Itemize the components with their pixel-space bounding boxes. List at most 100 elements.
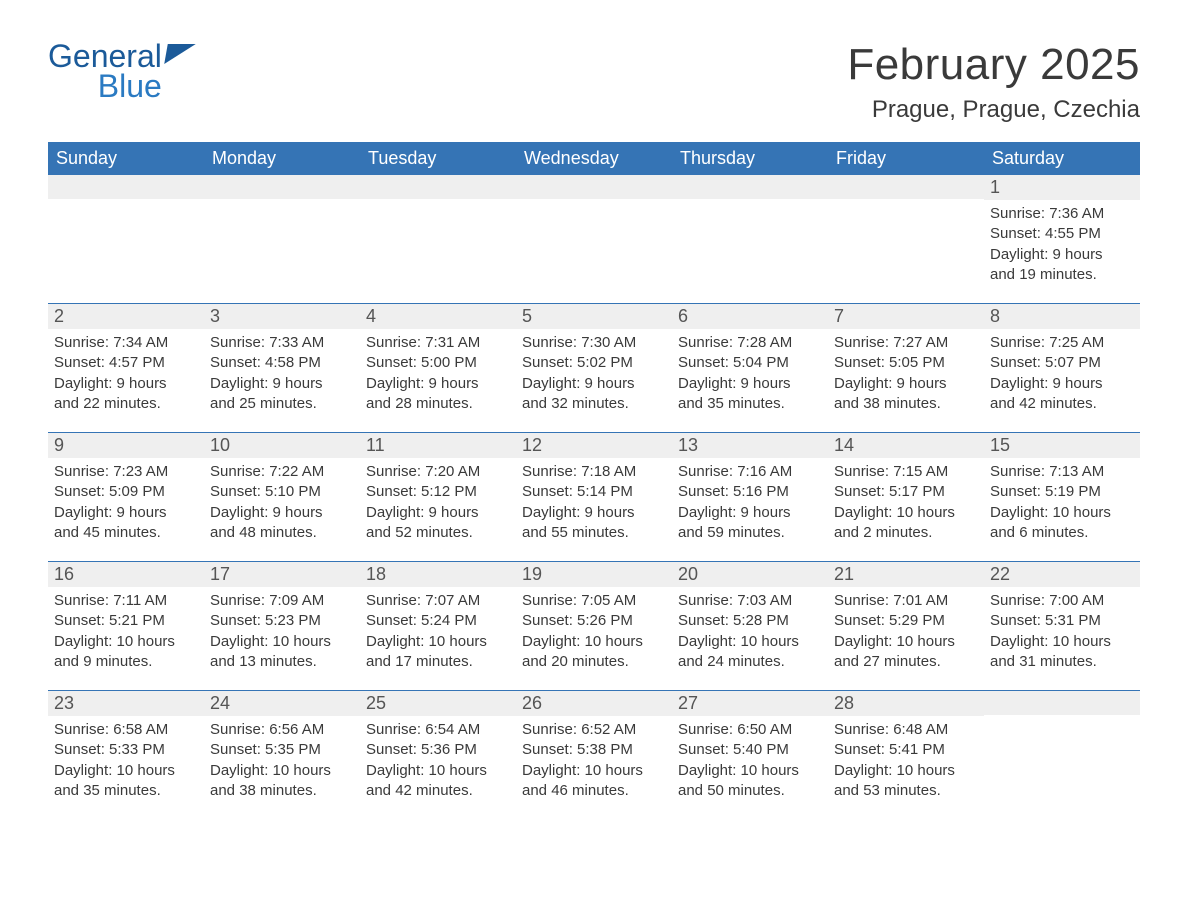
daylight-line-1: Daylight: 9 hours bbox=[54, 503, 198, 523]
cell-body: Sunrise: 7:05 AMSunset: 5:26 PMDaylight:… bbox=[516, 587, 672, 682]
daylight-line-1: Daylight: 10 hours bbox=[366, 632, 510, 652]
cell-body: Sunrise: 7:33 AMSunset: 4:58 PMDaylight:… bbox=[204, 329, 360, 424]
sunrise-line: Sunrise: 7:30 AM bbox=[522, 333, 666, 353]
calendar-cell: 8Sunrise: 7:25 AMSunset: 5:07 PMDaylight… bbox=[984, 304, 1140, 432]
sunrise-line: Sunrise: 7:03 AM bbox=[678, 591, 822, 611]
sunrise-line: Sunrise: 6:52 AM bbox=[522, 720, 666, 740]
daylight-line-1: Daylight: 9 hours bbox=[54, 374, 198, 394]
sunrise-line: Sunrise: 7:07 AM bbox=[366, 591, 510, 611]
sunset-line: Sunset: 5:14 PM bbox=[522, 482, 666, 502]
day-header-saturday: Saturday bbox=[984, 142, 1140, 175]
cell-body: Sunrise: 6:50 AMSunset: 5:40 PMDaylight:… bbox=[672, 716, 828, 811]
daylight-line-2: and 22 minutes. bbox=[54, 394, 198, 414]
sunset-line: Sunset: 5:41 PM bbox=[834, 740, 978, 760]
day-header-wednesday: Wednesday bbox=[516, 142, 672, 175]
day-number bbox=[360, 175, 516, 199]
calendar-cell: 15Sunrise: 7:13 AMSunset: 5:19 PMDayligh… bbox=[984, 433, 1140, 561]
daylight-line-1: Daylight: 9 hours bbox=[990, 374, 1134, 394]
calendar-cell: 18 Sunrise: 7:07 AMSunset: 5:24 PMDayligh… bbox=[360, 562, 516, 690]
calendar-cell: 28Sunrise: 6:48 AMSunset: 5:41 PMDayligh… bbox=[828, 691, 984, 819]
day-number: 23 bbox=[48, 691, 204, 716]
daylight-line-1: Daylight: 9 hours bbox=[366, 503, 510, 523]
day-number bbox=[828, 175, 984, 199]
daylight-line-1: Daylight: 9 hours bbox=[210, 374, 354, 394]
calendar-cell: 6Sunrise: 7:28 AMSunset: 5:04 PMDaylight… bbox=[672, 304, 828, 432]
sunset-line: Sunset: 5:24 PM bbox=[366, 611, 510, 631]
day-number: 20 bbox=[672, 562, 828, 587]
logo-triangle-icon bbox=[164, 44, 196, 64]
sunset-line: Sunset: 5:02 PM bbox=[522, 353, 666, 373]
calendar-cell-empty bbox=[828, 175, 984, 303]
daylight-line-2: and 2 minutes. bbox=[834, 523, 978, 543]
day-number: 16 bbox=[48, 562, 204, 587]
daylight-line-2: and 52 minutes. bbox=[366, 523, 510, 543]
daylight-line-1: Daylight: 10 hours bbox=[522, 632, 666, 652]
week-row: 9Sunrise: 7:23 AMSunset: 5:09 PMDaylight… bbox=[48, 432, 1140, 561]
sunrise-line: Sunrise: 7:00 AM bbox=[990, 591, 1134, 611]
sunrise-line: Sunrise: 6:48 AM bbox=[834, 720, 978, 740]
day-number: 14 bbox=[828, 433, 984, 458]
sunrise-line: Sunrise: 7:23 AM bbox=[54, 462, 198, 482]
calendar-cell: 24Sunrise: 6:56 AMSunset: 5:35 PMDayligh… bbox=[204, 691, 360, 819]
cell-body: Sunrise: 7:22 AMSunset: 5:10 PMDaylight:… bbox=[204, 458, 360, 553]
daylight-line-2: and 19 minutes. bbox=[990, 265, 1134, 285]
calendar: Sunday Monday Tuesday Wednesday Thursday… bbox=[48, 142, 1140, 819]
daylight-line-1: Daylight: 9 hours bbox=[834, 374, 978, 394]
day-number bbox=[672, 175, 828, 199]
daylight-line-2: and 55 minutes. bbox=[522, 523, 666, 543]
day-number: 18 bbox=[360, 562, 516, 587]
day-number: 10 bbox=[204, 433, 360, 458]
cell-body: Sunrise: 6:48 AMSunset: 5:41 PMDaylight:… bbox=[828, 716, 984, 811]
day-number: 26 bbox=[516, 691, 672, 716]
daylight-line-1: Daylight: 10 hours bbox=[54, 632, 198, 652]
calendar-cell-empty bbox=[48, 175, 204, 303]
week-row: 1Sunrise: 7:36 AMSunset: 4:55 PMDaylight… bbox=[48, 175, 1140, 303]
daylight-line-1: Daylight: 9 hours bbox=[522, 374, 666, 394]
sunrise-line: Sunrise: 7:34 AM bbox=[54, 333, 198, 353]
calendar-cell: 1Sunrise: 7:36 AMSunset: 4:55 PMDaylight… bbox=[984, 175, 1140, 303]
cell-body: Sunrise: 6:58 AMSunset: 5:33 PMDaylight:… bbox=[48, 716, 204, 811]
sunset-line: Sunset: 5:12 PM bbox=[366, 482, 510, 502]
daylight-line-1: Daylight: 10 hours bbox=[522, 761, 666, 781]
logo: General Blue bbox=[48, 40, 194, 102]
cell-body: Sunrise: 7:23 AMSunset: 5:09 PMDaylight:… bbox=[48, 458, 204, 553]
daylight-line-1: Daylight: 9 hours bbox=[678, 503, 822, 523]
daylight-line-2: and 42 minutes. bbox=[990, 394, 1134, 414]
daylight-line-1: Daylight: 10 hours bbox=[834, 761, 978, 781]
sunrise-line: Sunrise: 7:15 AM bbox=[834, 462, 978, 482]
day-number: 7 bbox=[828, 304, 984, 329]
day-number: 11 bbox=[360, 433, 516, 458]
day-number: 12 bbox=[516, 433, 672, 458]
day-header-row: Sunday Monday Tuesday Wednesday Thursday… bbox=[48, 142, 1140, 175]
calendar-cell: 11Sunrise: 7:20 AMSunset: 5:12 PMDayligh… bbox=[360, 433, 516, 561]
daylight-line-2: and 45 minutes. bbox=[54, 523, 198, 543]
daylight-line-2: and 20 minutes. bbox=[522, 652, 666, 672]
sunset-line: Sunset: 5:16 PM bbox=[678, 482, 822, 502]
calendar-cell: 12Sunrise: 7:18 AMSunset: 5:14 PMDayligh… bbox=[516, 433, 672, 561]
calendar-cell-empty bbox=[984, 691, 1140, 819]
sunrise-line: Sunrise: 7:27 AM bbox=[834, 333, 978, 353]
day-number: 4 bbox=[360, 304, 516, 329]
daylight-line-1: Daylight: 9 hours bbox=[210, 503, 354, 523]
day-number: 5 bbox=[516, 304, 672, 329]
calendar-cell-empty bbox=[672, 175, 828, 303]
daylight-line-2: and 17 minutes. bbox=[366, 652, 510, 672]
title-block: February 2025 Prague, Prague, Czechia bbox=[847, 40, 1140, 124]
daylight-line-1: Daylight: 10 hours bbox=[990, 632, 1134, 652]
day-header-friday: Friday bbox=[828, 142, 984, 175]
sunset-line: Sunset: 5:07 PM bbox=[990, 353, 1134, 373]
calendar-cell: 19Sunrise: 7:05 AMSunset: 5:26 PMDayligh… bbox=[516, 562, 672, 690]
daylight-line-1: Daylight: 10 hours bbox=[210, 761, 354, 781]
daylight-line-2: and 53 minutes. bbox=[834, 781, 978, 801]
day-header-sunday: Sunday bbox=[48, 142, 204, 175]
sunrise-line: Sunrise: 6:54 AM bbox=[366, 720, 510, 740]
day-header-tuesday: Tuesday bbox=[360, 142, 516, 175]
sunrise-line: Sunrise: 7:09 AM bbox=[210, 591, 354, 611]
daylight-line-2: and 59 minutes. bbox=[678, 523, 822, 543]
sunset-line: Sunset: 5:33 PM bbox=[54, 740, 198, 760]
cell-body: Sunrise: 7:25 AMSunset: 5:07 PMDaylight:… bbox=[984, 329, 1140, 424]
sunset-line: Sunset: 5:17 PM bbox=[834, 482, 978, 502]
calendar-cell: 13Sunrise: 7:16 AMSunset: 5:16 PMDayligh… bbox=[672, 433, 828, 561]
daylight-line-2: and 35 minutes. bbox=[54, 781, 198, 801]
location-label: Prague, Prague, Czechia bbox=[847, 96, 1140, 124]
